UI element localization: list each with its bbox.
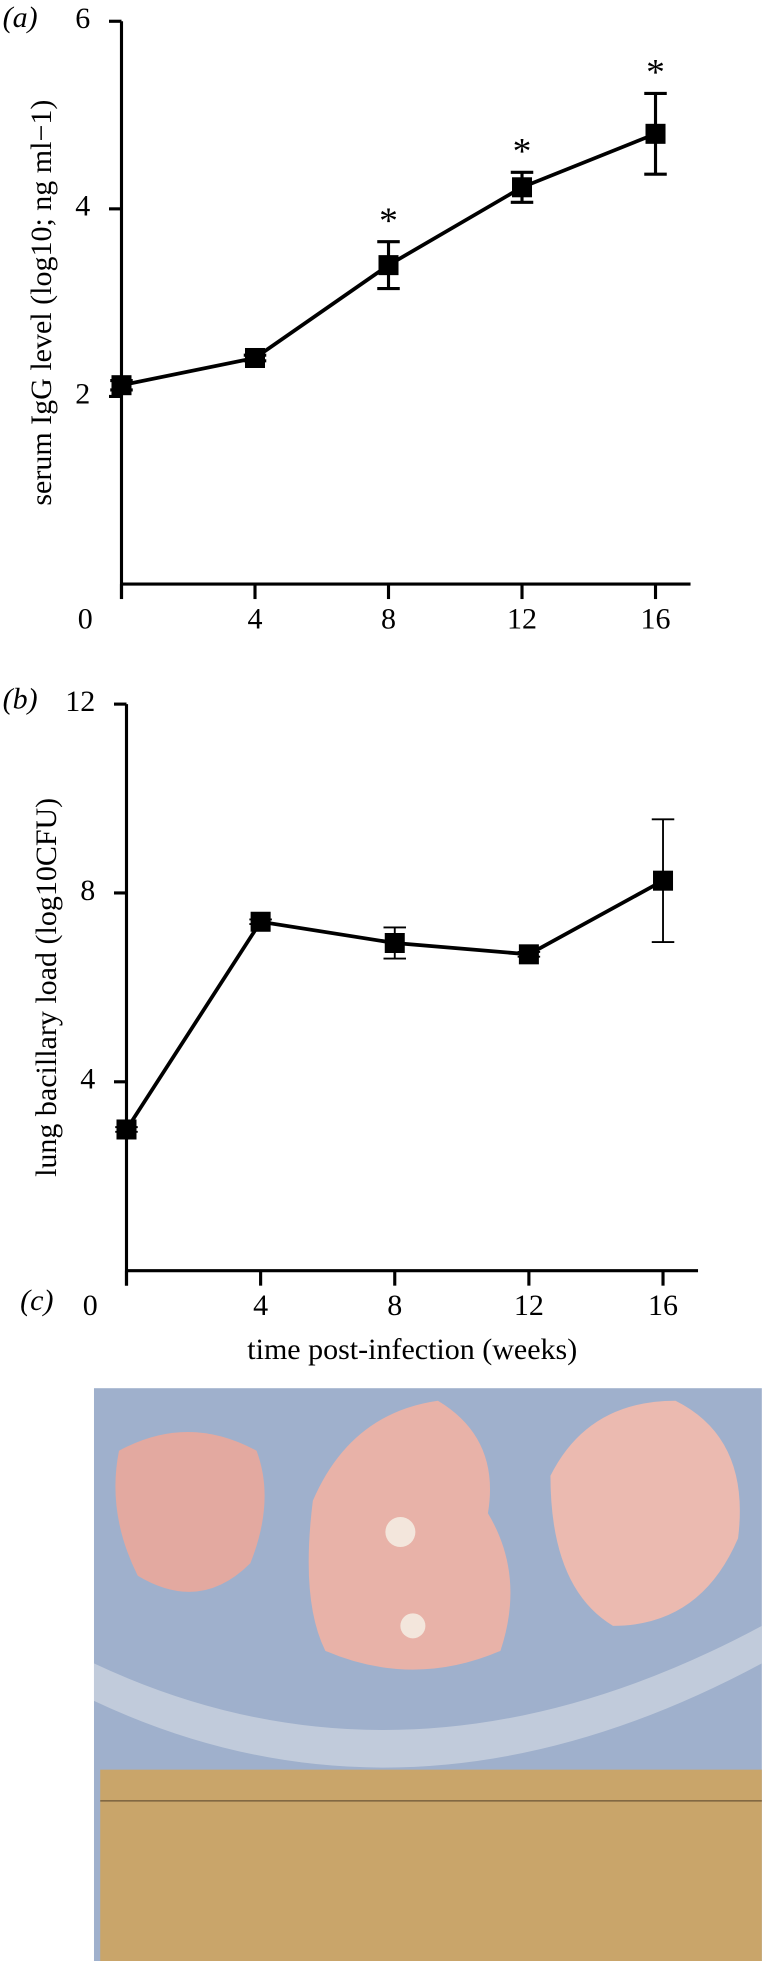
data-point	[244, 347, 266, 369]
data-point	[645, 123, 666, 144]
data-point	[250, 911, 271, 932]
significance-marker: *	[646, 53, 665, 94]
data-point	[653, 870, 674, 891]
data-point	[512, 177, 533, 198]
data-point	[384, 932, 405, 954]
data-point	[111, 375, 132, 396]
data-point	[518, 944, 539, 965]
panel-label: (a)	[3, 1, 38, 34]
x-tick-label: 16	[648, 1289, 678, 1322]
y-tick-label: 4	[80, 1063, 95, 1096]
x-tick-label: 12	[507, 602, 537, 635]
x-tick-label: 4	[253, 1289, 268, 1322]
x-tick-label: 16	[641, 602, 671, 635]
x-tick-label: 12	[514, 1289, 544, 1322]
panel-label: (c)	[20, 1284, 53, 1317]
photo	[93, 1388, 762, 1961]
data-line	[124, 879, 664, 1131]
x-tick-label: 0	[78, 602, 93, 635]
y-tick-label: 6	[75, 2, 90, 35]
x-tick-label: 8	[387, 1289, 402, 1322]
x-tick-label: 8	[381, 602, 396, 635]
significance-marker: *	[379, 201, 398, 242]
y-axis-label: serum IgG level (log10; ng ml−1)	[25, 100, 58, 506]
y-tick-label: 2	[75, 377, 90, 410]
x-tick-label: 4	[247, 602, 262, 635]
y-tick-label: 12	[65, 685, 95, 718]
x-axis-label: time post-infection (weeks)	[247, 1333, 577, 1366]
y-axis-label: lung bacillary load (log10CFU)	[30, 798, 63, 1177]
y-tick-label: 8	[80, 874, 95, 907]
data-point	[116, 1119, 137, 1140]
significance-marker: *	[513, 131, 532, 172]
panel-label: (b)	[3, 682, 38, 715]
y-tick-label: 4	[75, 190, 90, 223]
data-point	[378, 255, 399, 276]
x-tick-label: 0	[83, 1289, 98, 1322]
